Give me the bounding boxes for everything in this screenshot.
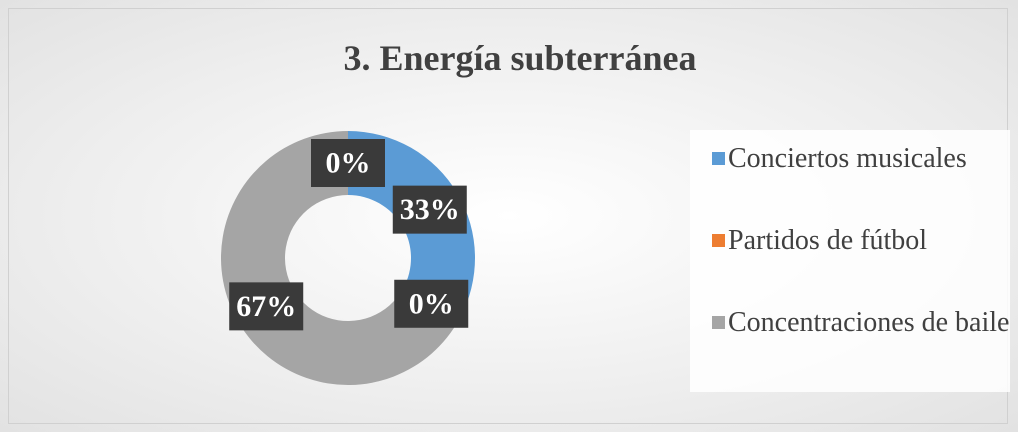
data-label-box: [392, 185, 467, 234]
legend-item: Concentraciones de baile: [712, 304, 1018, 342]
legend-swatch: [712, 152, 725, 165]
legend-item: Partidos de fútbol: [712, 222, 1018, 260]
legend-swatch: [712, 316, 725, 329]
legend-label: Partidos de fútbol: [728, 225, 928, 256]
legend-label: Concentraciones de baile: [728, 307, 1010, 338]
legend-label: Conciertos musicales: [728, 143, 967, 174]
data-label-box: [394, 279, 469, 328]
data-label: 0%: [326, 147, 371, 180]
chart-title: 3. Energía subterránea: [344, 38, 697, 78]
data-label-box: [229, 282, 304, 331]
legend-item: Conciertos musicales: [712, 140, 1018, 178]
legend-swatch: [712, 234, 725, 247]
data-label: 67%: [236, 290, 296, 323]
data-label-box: [311, 139, 385, 187]
data-label: 0%: [409, 287, 454, 320]
legend: Conciertos musicales Partidos de fútbol Co…: [690, 130, 1010, 392]
data-label: 33%: [400, 193, 460, 226]
